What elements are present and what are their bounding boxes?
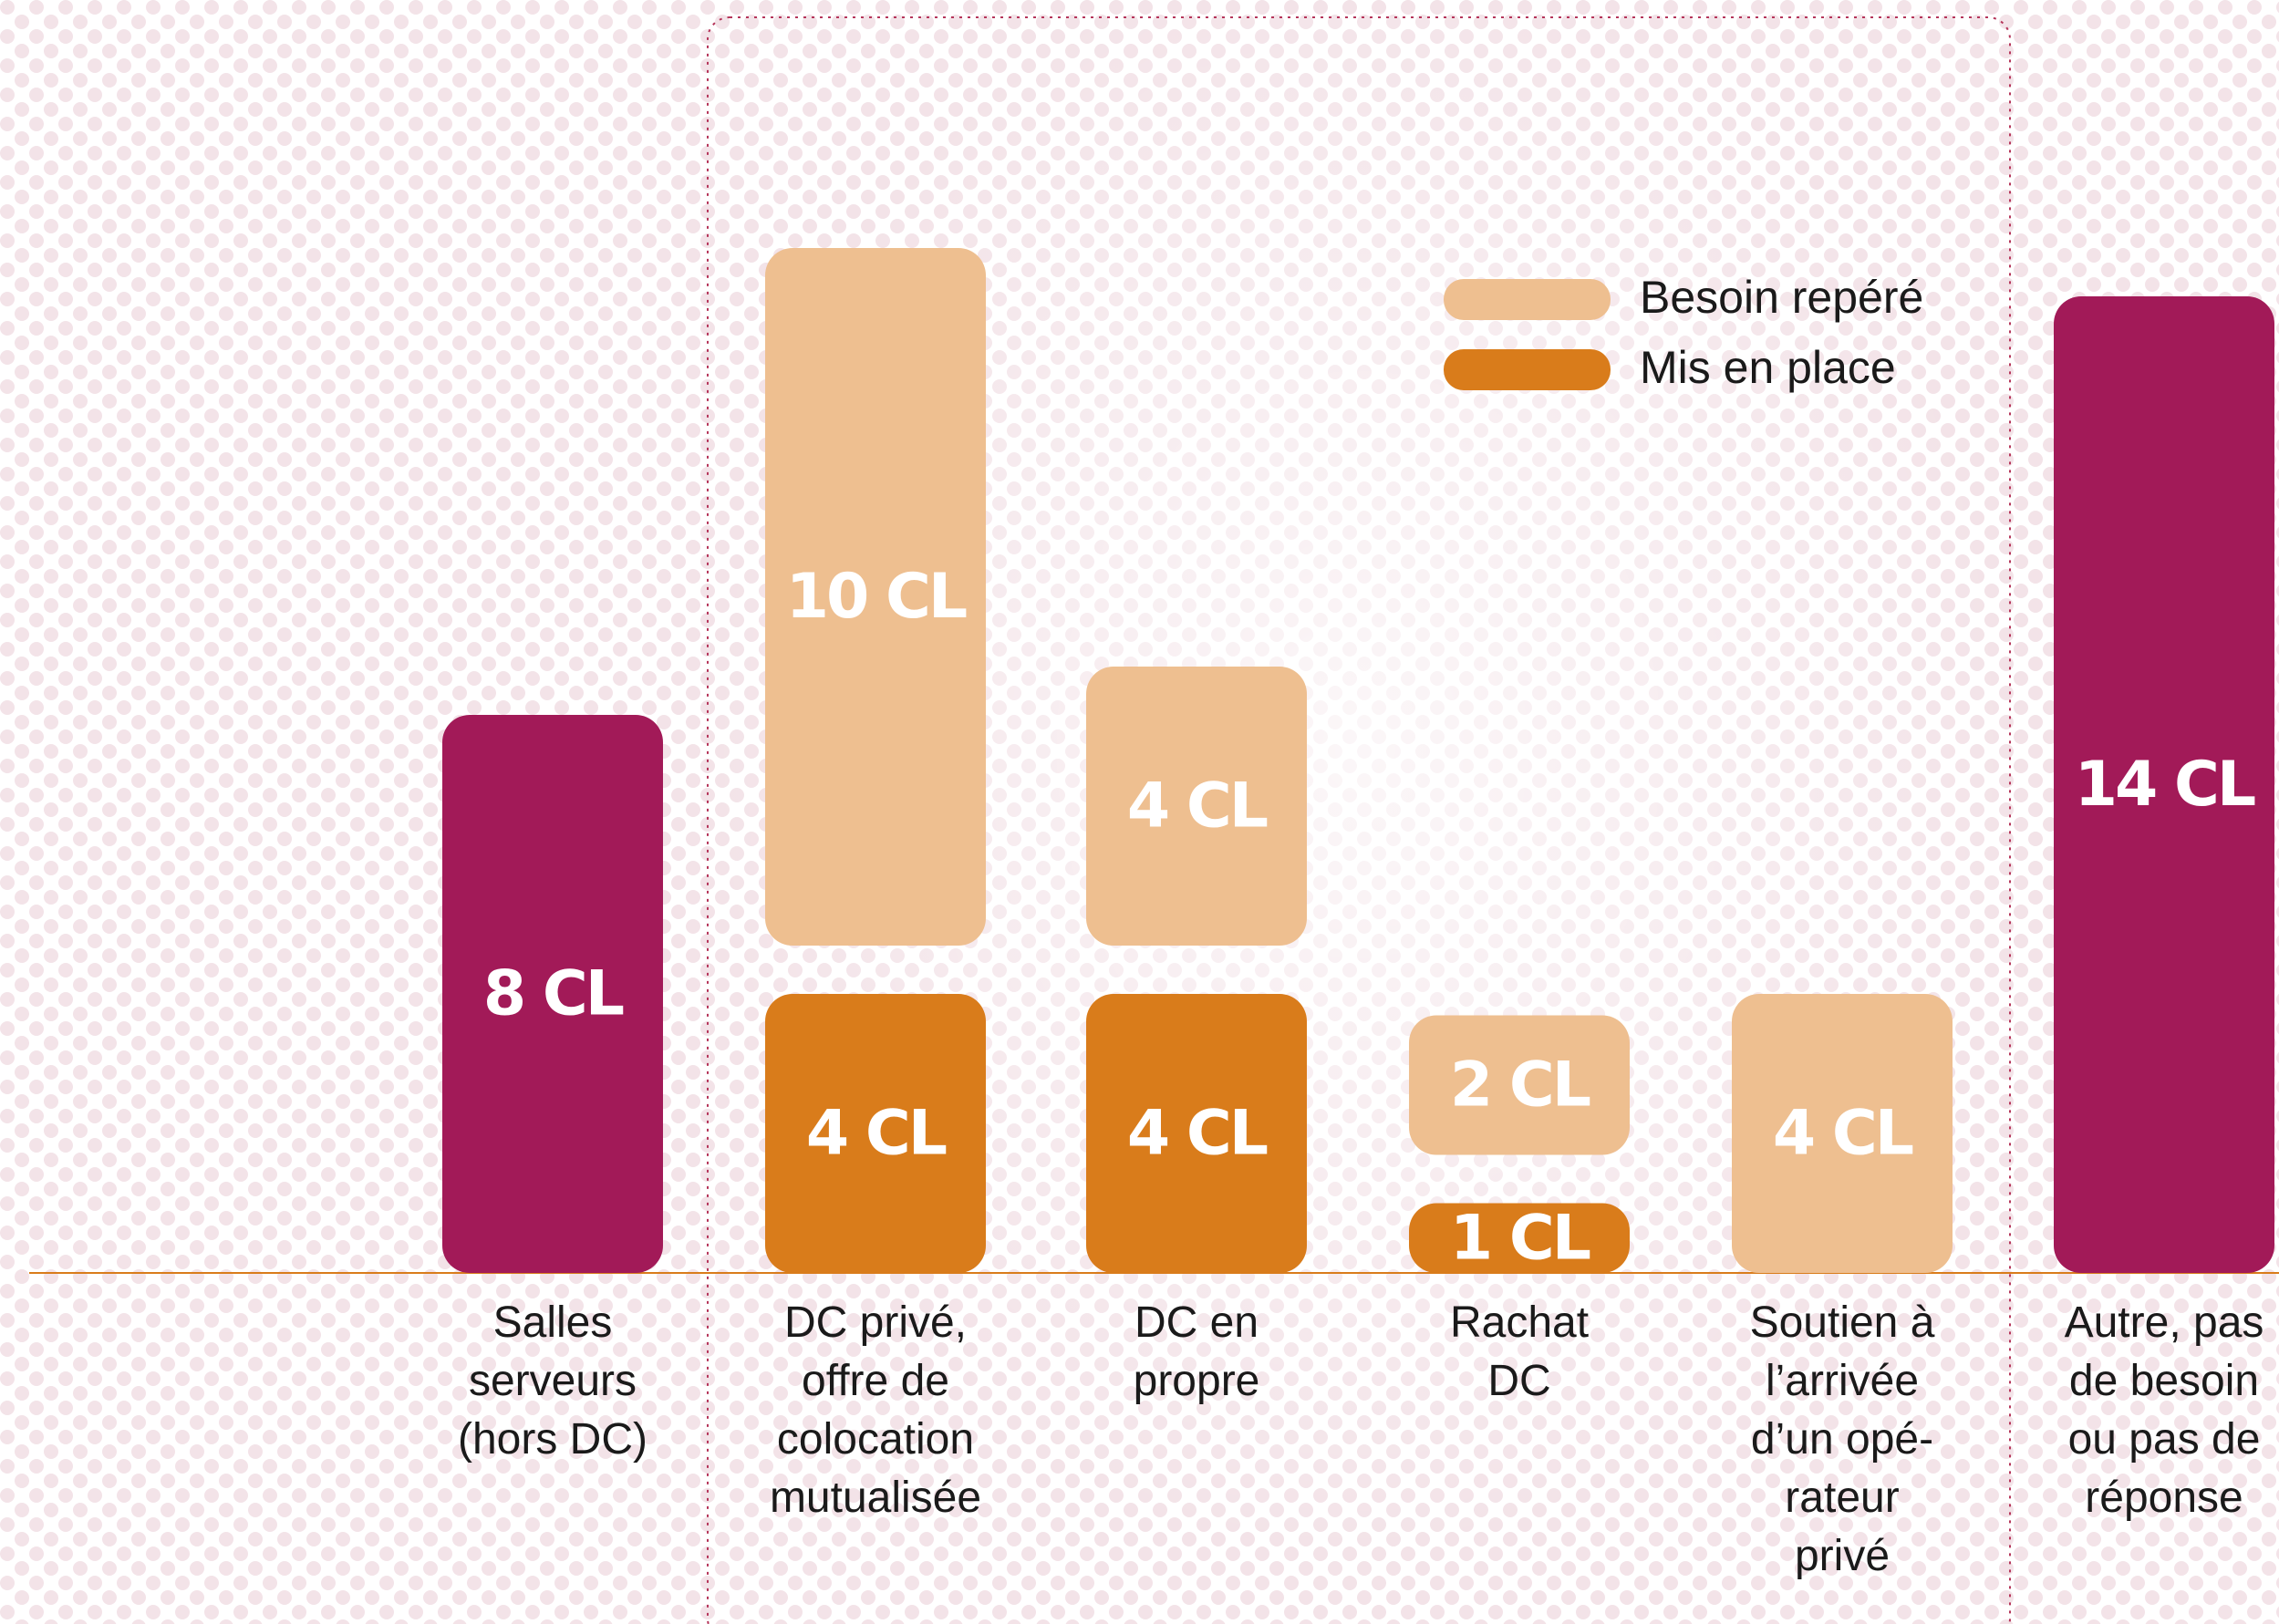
value-label: 10 CL xyxy=(786,561,967,633)
value-label: 8 CL xyxy=(483,958,624,1030)
value-label: 4 CL xyxy=(1127,1098,1268,1170)
group-frame xyxy=(707,16,2011,1624)
x-tick-label: Salles serveurs (hors DC) xyxy=(458,1298,647,1464)
x-tick-line: (hors DC) xyxy=(458,1415,647,1464)
value-label: 4 CL xyxy=(1773,1098,1913,1170)
x-tick-line: rateur xyxy=(1785,1474,1899,1522)
x-tick-line: DC en xyxy=(1134,1298,1259,1347)
value-label: 1 CL xyxy=(1450,1202,1590,1274)
value-label: 2 CL xyxy=(1450,1050,1590,1122)
x-tick-line: privé xyxy=(1795,1532,1890,1580)
x-tick-label: Rachat DC xyxy=(1450,1298,1589,1405)
x-tick-line: serveurs xyxy=(469,1357,637,1405)
x-tick-line: ou pas de xyxy=(2068,1415,2261,1464)
legend-swatch xyxy=(1444,349,1611,390)
x-tick-line: Rachat xyxy=(1450,1298,1589,1347)
bar xyxy=(1732,994,1953,1273)
x-tick-line: Salles xyxy=(493,1298,613,1347)
x-tick-line: offre de xyxy=(802,1357,949,1405)
value-label: 14 CL xyxy=(2075,749,2255,821)
bar xyxy=(442,715,663,1273)
x-tick-label: Autre, pas de besoin ou pas de réponse xyxy=(2065,1298,2264,1522)
bar xyxy=(1409,1203,1630,1273)
x-tick-line: Autre, pas xyxy=(2065,1298,2264,1347)
bar xyxy=(765,994,986,1273)
x-tick-line: d’un opé- xyxy=(1751,1415,1933,1464)
x-tick-line: DC xyxy=(1487,1357,1550,1405)
x-tick-line: DC privé, xyxy=(784,1298,967,1347)
x-tick-label: DC privé, offre de colocation mutualisée xyxy=(770,1298,981,1522)
bar xyxy=(1086,994,1307,1273)
x-tick-line: l’arrivée xyxy=(1766,1357,1919,1405)
bar xyxy=(2054,296,2274,1273)
x-tick-line: propre xyxy=(1134,1357,1260,1405)
bar xyxy=(1086,667,1307,946)
x-tick-line: réponse xyxy=(2085,1474,2243,1522)
legend-swatch xyxy=(1444,279,1611,320)
x-tick-line: mutualisée xyxy=(770,1474,981,1522)
value-label: 4 CL xyxy=(1127,771,1268,843)
x-tick-label: DC en propre xyxy=(1134,1298,1260,1405)
x-tick-label: Soutien à l’arrivée d’un opé-rateur privé xyxy=(1750,1298,1935,1580)
legend-label: Besoin repéré xyxy=(1640,272,1923,323)
x-tick-line: de besoin xyxy=(2069,1357,2259,1405)
legend-label: Mis en place xyxy=(1640,342,1896,393)
bar xyxy=(765,248,986,946)
x-tick-line: Soutien à xyxy=(1750,1298,1935,1347)
bar xyxy=(1409,1015,1630,1155)
value-label: 4 CL xyxy=(806,1098,947,1170)
x-tick-line: colocation xyxy=(777,1415,974,1464)
